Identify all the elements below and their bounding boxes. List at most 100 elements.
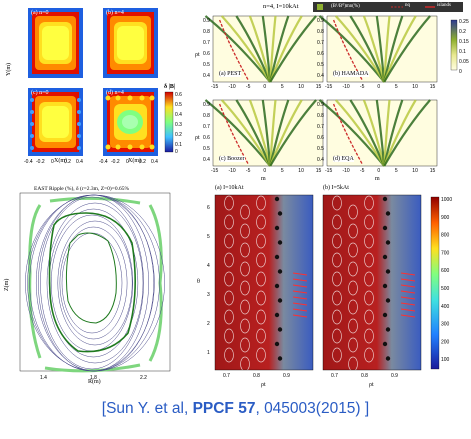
citation-prefix: [Sun Y. et al, (101, 400, 193, 417)
x-tick-label: 0 (51, 159, 54, 165)
x-tick-label: -5 (246, 168, 251, 174)
colorbar-title: δ |B| (164, 84, 176, 90)
poincare-svg: 6 5 4 3 2 1 0.7 0.8 0.9 0.7 0.8 0.9 1000 900 800 700 600… (207, 194, 452, 379)
colorbar-tick-label: 0 (459, 69, 462, 75)
x-tick-label: 10 (412, 168, 418, 174)
x-axis-label-right: X(m) (128, 158, 141, 164)
contour-subpanel-d (103, 88, 158, 156)
y-tick-label: 0.6 (317, 135, 324, 141)
colorbar-tick-label: 400 (441, 304, 450, 310)
y-tick-label: 0.6 (317, 51, 324, 57)
theta-tick-label: 3 (207, 292, 210, 298)
rho-tick-label: 0.8 (253, 373, 260, 379)
poincare-x-label-a: ρt (261, 382, 266, 388)
citation-suffix: , 045003(2015) ] (255, 400, 370, 417)
rho-tick-label: 0.8 (361, 373, 368, 379)
poincare-y-label: θ (197, 279, 200, 285)
poincare-figure: 6 5 4 3 2 1 0.7 0.8 0.9 0.7 0.8 0.9 1000 900 800 700 600… (193, 183, 471, 393)
theta-tick-label: 5 (207, 234, 210, 240)
x-tick-label: 5 (395, 84, 398, 90)
x-tick-label: -5 (360, 84, 365, 90)
x-tick-label: 5 (281, 168, 284, 174)
colorbar-tick-label: 600 (441, 268, 450, 274)
colorbar-tick-label: 300 (441, 322, 450, 328)
x-tick-label: 15 (316, 168, 322, 174)
x-tick-label: -5 (246, 84, 251, 90)
y-tick-label: 0.8 (317, 113, 324, 119)
spectrum-subpanel-b: 0.9 0.8 0.7 0.6 0.5 0.4-15 -10 -5 0 5 10 15 (317, 15, 438, 90)
colorbar-tick-label: 100 (441, 357, 450, 363)
y-tick-label: 0.5 (317, 146, 324, 152)
x-tick-label: 10 (298, 84, 304, 90)
x-tick-label: 0 (377, 84, 380, 90)
subpanel-label-a: (a) n=0 (31, 10, 49, 16)
x-tick-label: 5 (281, 84, 284, 90)
colorbar-tick-label: 0.15 (459, 39, 469, 45)
y-tick-label: 0.9 (203, 18, 210, 24)
x-tick-label: 15 (430, 168, 436, 174)
ripple-svg: 1.4 1.8 2.2 (19, 192, 171, 381)
y-tick-label: 0.5 (317, 62, 324, 68)
y-tick-label: 0.6 (203, 51, 210, 57)
y-tick-label: 0.9 (317, 18, 324, 24)
y-tick-label: 0.4 (203, 73, 210, 79)
poincare-title-b: (b) I=5kAt (323, 185, 349, 191)
y-tick-label: 0.7 (317, 124, 324, 130)
x-axis-label-left: X(m) (54, 158, 67, 164)
rho-tick-label: 0.9 (391, 373, 398, 379)
contour-subpanel-a (28, 8, 83, 78)
x-tick-label: -15 (211, 84, 218, 90)
contour-subpanel-c (28, 88, 83, 156)
island-chains-a (224, 195, 308, 372)
x-tick-label: 0.4 (76, 159, 83, 165)
colorbar-tick-label: 0.1 (459, 49, 466, 55)
x-tick-label: 10 (412, 84, 418, 90)
x-tick-label: -0.4 (24, 159, 33, 165)
x-tick-label: 0 (126, 159, 129, 165)
x-tick-label: -10 (228, 168, 235, 174)
subpanel-label-b: (b) n=4 (106, 10, 124, 16)
svg-text:0.5: 0.5 (175, 102, 182, 108)
x-tick-label: 0.2 (139, 159, 146, 165)
last-closed-flux-surface (48, 212, 136, 353)
citation-caption: [Sun Y. et al, PPCF 57, 045003(2015) ] (0, 400, 471, 418)
x-tick-label: 0 (263, 168, 266, 174)
x-tick-label: -15 (325, 168, 332, 174)
colorbar-tick-label: 0.05 (459, 59, 469, 65)
y-tick-label: 0.8 (203, 113, 210, 119)
spectrum-figure: 0.9 0.8 0.7 0.6 0.5 0.4 -15 -10 -5 0 5 10 15 0.9 0.8 0.… (193, 0, 471, 185)
subpanel-label-pest: (a) PEST (219, 71, 242, 77)
svg-text:0.3: 0.3 (175, 122, 182, 128)
y-tick-label: 0.4 (203, 157, 210, 163)
y-tick-label: 0.7 (203, 124, 210, 130)
theta-tick-label: 6 (207, 205, 210, 211)
y-tick-label: 0.8 (203, 29, 210, 35)
x-tick-label: -15 (325, 84, 332, 90)
spectrum-subpanel-c: 0.90.80.70.60.50.4-15 -10 -5 0 5 10 15 (203, 99, 324, 174)
x-tick-label: -0.2 (36, 159, 45, 165)
x-tick-label: 15 (316, 84, 322, 90)
legend-spectrum-label: (B¹/B⁰)mn(%) (331, 4, 360, 9)
delta-b-contour-svg: 0.60.50.4 0.30.20.10 -0.4 -0.2 0 0.2 0.4 -0.4… (24, 8, 182, 165)
y-tick-label: 0.8 (317, 29, 324, 35)
rho-tick-label: 0.7 (331, 373, 338, 379)
colorbar-tick-label: 700 (441, 250, 450, 256)
y-tick-label: 0.4 (317, 157, 324, 163)
colorbar-tick-label: 0.2 (459, 29, 466, 35)
legend-islands-label: islands (437, 3, 451, 8)
subpanel-label-eqa: (d) EQA (333, 156, 354, 162)
ripple-figure: 1.4 1.8 2.2 EAST Ripple (%), δ (r=2.3m, Z=… (0, 183, 175, 388)
y-tick-label: 0.7 (203, 40, 210, 46)
y-tick-label: 0.5 (203, 62, 210, 68)
colorbar-tick-label: 200 (441, 339, 450, 345)
subpanel-label-hamada: (b) HAMADA (333, 71, 369, 77)
rho-tick-label: 0.7 (223, 373, 230, 379)
x-tick-label: 5 (395, 168, 398, 174)
spectrum-legend (313, 2, 463, 12)
svg-text:1.4: 1.4 (40, 375, 47, 381)
theta-tick-label: 2 (207, 321, 210, 327)
citation-journal: PPCF 57 (192, 400, 256, 417)
legend-nq-label: nq (405, 3, 410, 8)
x-tick-label: 0.4 (151, 159, 158, 165)
y-axis-label-top: ρt (195, 52, 200, 58)
